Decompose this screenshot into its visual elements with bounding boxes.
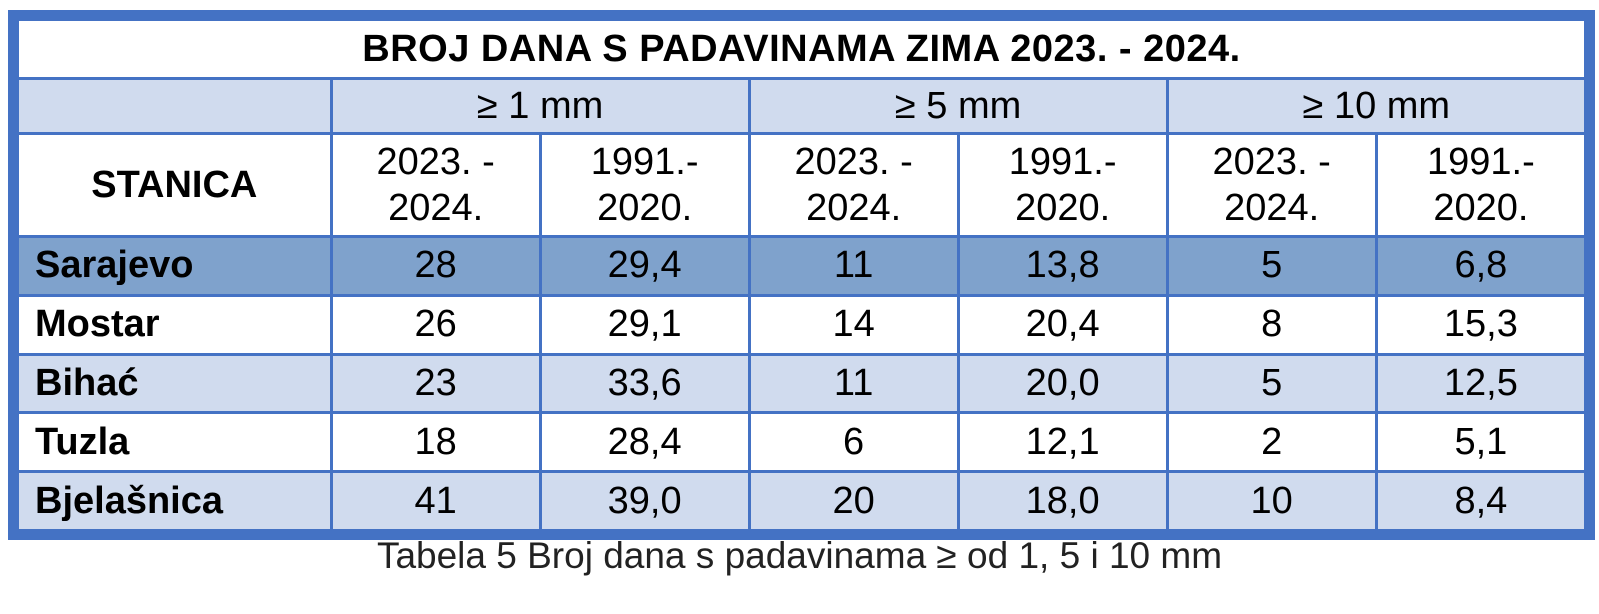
value-cell: 33,6 bbox=[538, 352, 751, 415]
value-cell: 26 bbox=[329, 293, 542, 356]
value-cell: 12,5 bbox=[1374, 352, 1588, 415]
value-cell: 29,4 bbox=[538, 235, 751, 297]
value-cell: 5 bbox=[1165, 235, 1378, 297]
station-name: Mostar bbox=[16, 293, 333, 356]
value-cell: 41 bbox=[329, 470, 542, 532]
group-header-5mm: ≥ 5 mm bbox=[747, 77, 1169, 135]
value-cell: 15,3 bbox=[1374, 293, 1588, 356]
precipitation-days-table: BROJ DANA S PADAVINAMA ZIMA 2023. - 2024… bbox=[16, 18, 1588, 532]
table-row: Bihać 23 33,6 11 20,0 5 12,5 bbox=[16, 352, 1588, 415]
period-header-current: 2023. -2024. bbox=[329, 132, 542, 238]
value-cell: 10 bbox=[1165, 470, 1378, 532]
value-cell: 20 bbox=[747, 470, 960, 532]
value-cell: 28,4 bbox=[538, 411, 751, 474]
period-header-normal: 1991.- 2020. bbox=[538, 132, 751, 238]
value-cell: 39,0 bbox=[538, 470, 751, 532]
station-name: Bjelašnica bbox=[16, 470, 333, 532]
value-cell: 14 bbox=[747, 293, 960, 356]
period-header-current: 2023. -2024. bbox=[747, 132, 960, 238]
value-cell: 13,8 bbox=[956, 235, 1169, 297]
table-caption: Tabela 5 Broj dana s padavinama ≥ od 1, … bbox=[376, 535, 1223, 576]
table-row: Sarajevo 28 29,4 11 13,8 5 6,8 bbox=[16, 235, 1588, 297]
value-cell: 6 bbox=[747, 411, 960, 474]
station-column-header: STANICA bbox=[16, 132, 333, 238]
station-name: Bihać bbox=[16, 352, 333, 415]
group-header-1mm: ≥ 1 mm bbox=[329, 77, 751, 135]
value-cell: 11 bbox=[747, 352, 960, 415]
value-cell: 29,1 bbox=[538, 293, 751, 356]
table-row: Tuzla 18 28,4 6 12,1 2 5,1 bbox=[16, 411, 1588, 474]
table-frame: BROJ DANA S PADAVINAMA ZIMA 2023. - 2024… bbox=[8, 10, 1595, 540]
value-cell: 12,1 bbox=[956, 411, 1169, 474]
table-row: Bjelašnica 41 39,0 20 18,0 10 8,4 bbox=[16, 470, 1588, 532]
value-cell: 8 bbox=[1165, 293, 1378, 356]
table-title: BROJ DANA S PADAVINAMA ZIMA 2023. - 2024… bbox=[16, 18, 1587, 80]
table-row: Mostar 26 29,1 14 20,4 8 15,3 bbox=[16, 293, 1588, 356]
group-header-empty bbox=[16, 77, 333, 135]
period-header-current: 2023. -2024. bbox=[1165, 132, 1378, 238]
value-cell: 8,4 bbox=[1374, 470, 1588, 532]
value-cell: 28 bbox=[329, 235, 542, 297]
value-cell: 18,0 bbox=[956, 470, 1169, 532]
value-cell: 5,1 bbox=[1374, 411, 1588, 474]
value-cell: 5 bbox=[1165, 352, 1378, 415]
value-cell: 20,4 bbox=[956, 293, 1169, 356]
value-cell: 6,8 bbox=[1374, 235, 1588, 297]
group-header-10mm: ≥ 10 mm bbox=[1165, 77, 1588, 135]
value-cell: 2 bbox=[1165, 411, 1378, 474]
value-cell: 20,0 bbox=[956, 352, 1169, 415]
period-header-normal: 1991.- 2020. bbox=[956, 132, 1169, 238]
value-cell: 11 bbox=[747, 235, 960, 297]
value-cell: 23 bbox=[329, 352, 542, 415]
station-name: Sarajevo bbox=[16, 235, 333, 297]
station-name: Tuzla bbox=[16, 411, 333, 474]
period-header-normal: 1991.- 2020. bbox=[1374, 132, 1588, 238]
value-cell: 18 bbox=[329, 411, 542, 474]
